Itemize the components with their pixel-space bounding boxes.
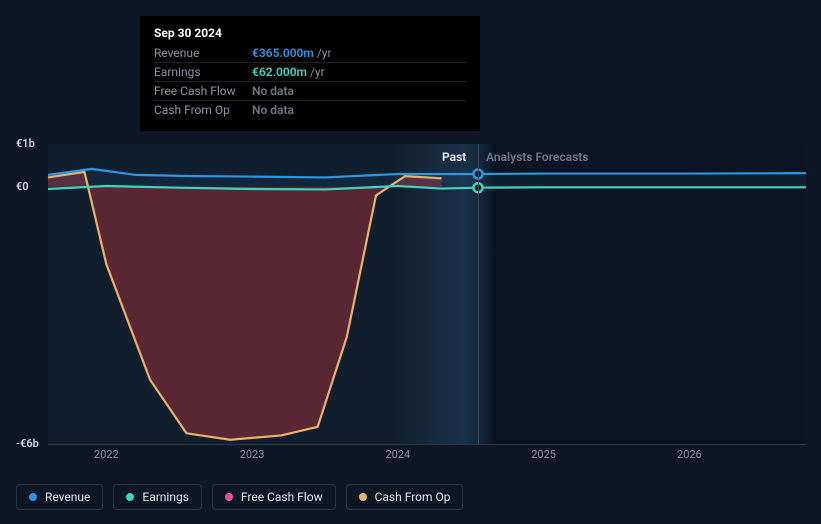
tooltip-metric-label: Earnings <box>154 65 252 79</box>
tooltip-metric-value: No data <box>252 103 294 117</box>
tooltip-metric-suffix: /yr <box>317 46 332 60</box>
tooltip-metric-label: Cash From Op <box>154 103 252 117</box>
financials-chart: €1b €0 -€6b Past Analysts Forecasts 2022 20… <box>16 120 806 460</box>
tooltip-metric-label: Revenue <box>154 46 252 60</box>
past-label: Past <box>442 150 466 164</box>
x-axis-tick: 2023 <box>240 448 265 461</box>
legend-dot-icon <box>29 493 37 501</box>
y-axis-tick: -€6b <box>16 437 39 450</box>
plot-area <box>48 144 806 444</box>
legend-item-earnings[interactable]: Earnings <box>113 484 202 510</box>
tooltip-row: Cash From OpNo data <box>154 100 466 119</box>
past-future-divider <box>478 144 479 444</box>
tooltip-metric-value: €365.000m <box>252 46 314 60</box>
x-axis-tick: 2024 <box>385 448 410 461</box>
x-axis-tick: 2026 <box>677 448 702 461</box>
tooltip-row: Free Cash FlowNo data <box>154 81 466 100</box>
legend-label: Revenue <box>45 490 90 504</box>
legend-dot-icon <box>225 493 233 501</box>
gridline <box>48 444 806 445</box>
legend-label: Earnings <box>142 490 189 504</box>
tooltip-metric-value: €62.000m <box>252 65 307 79</box>
chart-legend: Revenue Earnings Free Cash Flow Cash From O… <box>16 484 463 510</box>
x-axis-tick: 2025 <box>531 448 556 461</box>
legend-label: Cash From Op <box>375 490 451 504</box>
tooltip-row: Revenue€365.000m/yr <box>154 44 466 62</box>
future-label: Analysts Forecasts <box>486 150 588 164</box>
tooltip-metric-value: No data <box>252 84 294 98</box>
tooltip-card: Sep 30 2024 Revenue€365.000m/yrEarnings€… <box>140 16 480 131</box>
chart-svg <box>48 144 806 444</box>
y-axis-tick: €0 <box>16 180 29 193</box>
tooltip-date: Sep 30 2024 <box>154 26 466 40</box>
tooltip-metric-suffix: /yr <box>310 65 325 79</box>
fcf-area <box>48 172 442 440</box>
legend-dot-icon <box>359 493 367 501</box>
tooltip-metric-label: Free Cash Flow <box>154 84 252 98</box>
legend-item-fcf[interactable]: Free Cash Flow <box>212 484 336 510</box>
x-axis-tick: 2022 <box>94 448 119 461</box>
legend-dot-icon <box>126 493 134 501</box>
legend-item-revenue[interactable]: Revenue <box>16 484 103 510</box>
legend-label: Free Cash Flow <box>241 490 323 504</box>
legend-item-cfo[interactable]: Cash From Op <box>346 484 464 510</box>
tooltip-row: Earnings€62.000m/yr <box>154 62 466 81</box>
y-axis-tick: €1b <box>16 137 35 150</box>
